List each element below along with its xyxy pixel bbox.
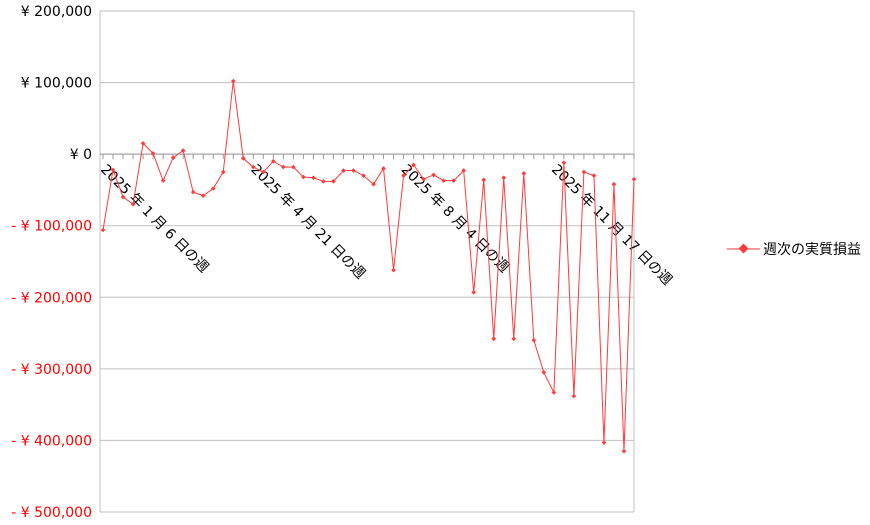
data-point	[160, 178, 166, 183]
data-point	[441, 178, 446, 183]
data-point	[351, 168, 356, 173]
data-point	[371, 181, 376, 187]
data-point	[200, 193, 206, 198]
x-tick-label: 2025 年 1 月 6 日の週	[97, 162, 211, 276]
y-tick-label: ¥ 0	[70, 147, 92, 163]
x-tick-label: 2025 年 11 月 17 日の週	[548, 162, 675, 289]
y-tick-label: - ¥ 500,000	[11, 505, 92, 521]
y-tick-label: ¥ 200,000	[21, 4, 92, 20]
data-point	[411, 162, 416, 168]
data-point	[581, 169, 587, 175]
data-point	[391, 267, 396, 273]
data-point	[551, 390, 557, 395]
legend: 週次の実質損益	[727, 242, 861, 258]
data-point	[240, 156, 246, 161]
data-point	[491, 336, 497, 342]
data-point	[301, 174, 306, 180]
data-point	[230, 78, 236, 84]
x-tick-label: 2025 年 4 月 21 日の週	[247, 162, 368, 283]
x-axis-tick-labels: 2025 年 1 月 6 日の週 2025 年 4 月 21 日の週 2025 年 …	[97, 162, 675, 289]
data-point	[511, 336, 517, 342]
y-tick-label: - ¥ 200,000	[11, 290, 92, 306]
data-point	[281, 164, 286, 170]
data-point	[190, 189, 196, 195]
data-point	[311, 175, 316, 181]
series-weekly-pnl	[100, 78, 637, 454]
y-tick-label: ¥ 100,000	[21, 76, 92, 92]
data-point	[140, 141, 146, 146]
data-point	[341, 168, 346, 173]
data-point	[481, 177, 487, 183]
y-tick-label: - ¥ 100,000	[11, 219, 92, 235]
legend-marker-swatch	[738, 243, 749, 254]
series-line	[102, 81, 635, 452]
data-point	[401, 173, 406, 178]
data-point	[461, 168, 466, 173]
data-point	[110, 167, 116, 173]
legend-label: 週次の実質損益	[763, 242, 861, 258]
data-point	[170, 155, 176, 161]
data-point	[150, 151, 156, 156]
data-point	[631, 176, 637, 182]
data-point	[361, 173, 366, 178]
data-point	[331, 179, 336, 184]
y-tick-label: - ¥ 400,000	[11, 433, 92, 449]
data-point	[321, 179, 326, 184]
data-point	[571, 393, 577, 399]
y-tick-label: - ¥ 300,000	[11, 362, 92, 378]
data-point	[120, 194, 126, 200]
data-point	[471, 289, 476, 295]
data-point	[601, 440, 607, 445]
data-point	[421, 176, 426, 182]
data-point	[220, 169, 226, 175]
data-point	[261, 169, 266, 175]
data-point	[591, 173, 597, 178]
data-point	[180, 148, 186, 153]
data-point	[210, 186, 216, 191]
data-point	[291, 164, 296, 170]
x-axis	[100, 153, 635, 160]
data-point	[271, 159, 276, 164]
data-point	[130, 201, 136, 207]
data-point	[531, 337, 537, 343]
data-point	[521, 171, 527, 176]
data-point	[541, 370, 547, 375]
data-point	[451, 178, 456, 183]
y-axis-tick-labels: ¥ 200,000 ¥ 100,000 ¥ 0 - ¥ 100,000 - ¥ 200,…	[11, 4, 92, 521]
data-point	[381, 166, 386, 171]
data-point	[561, 160, 567, 166]
data-point	[100, 227, 106, 233]
data-point	[621, 448, 627, 454]
gridlines	[99, 10, 635, 513]
data-point	[250, 164, 256, 170]
data-point	[431, 172, 436, 178]
data-point	[611, 181, 617, 187]
data-point	[501, 175, 507, 181]
